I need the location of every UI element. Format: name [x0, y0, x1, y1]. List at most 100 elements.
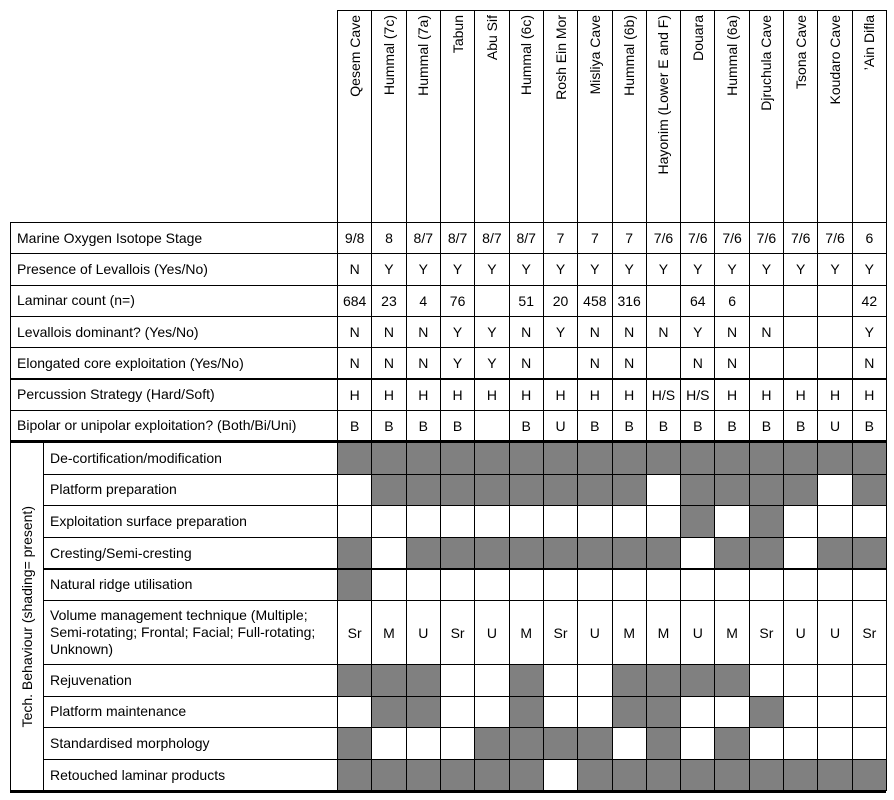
value-cell: Y [474, 315, 510, 349]
value-cell: Y [474, 253, 510, 286]
cell-text: N [692, 355, 703, 372]
cell-text: ’Ain Difla [861, 15, 878, 71]
shade-cell [645, 568, 682, 602]
value-cell: Y [542, 315, 579, 349]
shade-cell [851, 568, 887, 602]
shade-cell [645, 758, 682, 792]
shade-cell [851, 758, 887, 792]
cell-text: U [829, 417, 841, 434]
shade-cell [645, 505, 682, 538]
shade-cell [851, 442, 887, 475]
cell-text: H [452, 386, 463, 403]
shade-cell [371, 505, 407, 538]
cell-text: B [418, 417, 428, 434]
value-cell: 7/6 [817, 222, 853, 255]
shade-cell [405, 536, 441, 570]
value-cell: B [680, 409, 716, 443]
column-header: Hummal (7a) [405, 10, 441, 223]
cell-text: B [796, 417, 806, 434]
cell-text: N [349, 261, 360, 278]
cell-text: Natural ridge utilisation [50, 576, 193, 593]
column-header: Koudaro Cave [817, 10, 853, 223]
value-cell: M [371, 600, 407, 666]
cell-text: U [418, 624, 429, 641]
cell-text: Y [693, 324, 703, 341]
shade-cell [439, 664, 476, 697]
shade-cell [337, 505, 373, 538]
cell-text: 8/7 [482, 230, 502, 247]
value-cell: N [611, 347, 647, 380]
cell-text: Hayonim (Lower E and F) [655, 15, 672, 175]
shade-cell [542, 505, 579, 538]
shade-cell [817, 473, 853, 507]
value-cell [542, 347, 579, 380]
shade-cell [371, 758, 407, 792]
shade-cell [748, 758, 785, 792]
value-cell: Y [439, 315, 476, 349]
shade-cell [645, 442, 682, 475]
shade-cell [851, 505, 887, 538]
column-header: Abu Sif [474, 10, 510, 223]
value-cell: N [611, 315, 647, 349]
value-cell: H [714, 378, 750, 411]
column-header: ’Ain Difla [851, 10, 887, 223]
value-cell: 458 [577, 284, 613, 317]
cell-text: Y [864, 261, 875, 278]
cell-text: N [727, 355, 738, 372]
shade-cell [714, 442, 750, 475]
value-cell: U [577, 600, 613, 666]
cell-text: Y [761, 261, 772, 278]
value-cell: N [714, 315, 750, 349]
row-label: Laminar count (n=) [10, 284, 338, 317]
cell-text: B [658, 417, 669, 434]
cell-text: Platform maintenance [50, 703, 187, 720]
value-cell: N [645, 315, 682, 349]
value-cell: H [611, 378, 647, 411]
value-cell: Y [474, 347, 510, 380]
shade-cell [817, 442, 853, 475]
shade-cell [508, 473, 544, 507]
shade-cell [748, 568, 785, 602]
cell-text: Y [452, 355, 463, 372]
value-cell: 7 [577, 222, 613, 255]
shade-cell [577, 758, 613, 792]
cell-text: H [383, 386, 395, 403]
value-cell: B [508, 409, 544, 443]
shade-cell [645, 664, 682, 697]
value-cell: N [748, 315, 785, 349]
shade-cell [371, 695, 407, 729]
cell-text: Retouched laminar products [50, 766, 226, 783]
shade-cell [542, 727, 579, 760]
cell-text: N [727, 324, 738, 341]
cell-text: Hummal (6a) [724, 15, 741, 96]
cell-text: H [521, 386, 532, 403]
shade-cell [405, 568, 441, 602]
cell-text: Y [693, 261, 703, 278]
cell-text: U [829, 624, 841, 641]
value-cell: B [439, 409, 476, 443]
shade-cell [439, 695, 476, 729]
cell-text: Y [384, 261, 394, 278]
column-header: Hayonim (Lower E and F) [645, 10, 682, 223]
shade-cell [337, 664, 373, 697]
cell-text: Percussion Strategy (Hard/Soft) [17, 386, 215, 403]
value-cell: H [817, 378, 853, 411]
cell-text: M [726, 624, 738, 641]
value-cell: Sr [439, 600, 476, 666]
value-cell: N [337, 315, 373, 349]
shade-cell [405, 473, 441, 507]
cell-text: M [383, 624, 395, 641]
value-cell: N [577, 315, 613, 349]
shade-cell [405, 664, 441, 697]
cell-text: Rosh Ein Mor [552, 15, 569, 100]
cell-text: Sr [862, 624, 877, 641]
column-header: Tsona Cave [783, 10, 819, 223]
shade-cell [611, 727, 647, 760]
cell-text: Y [624, 261, 634, 278]
shade-cell [542, 695, 579, 729]
value-cell: 7/6 [783, 222, 819, 255]
shade-cell [508, 536, 544, 570]
cell-text: Douara [689, 15, 706, 61]
shade-cell [337, 536, 373, 570]
value-cell: Y [645, 253, 682, 286]
